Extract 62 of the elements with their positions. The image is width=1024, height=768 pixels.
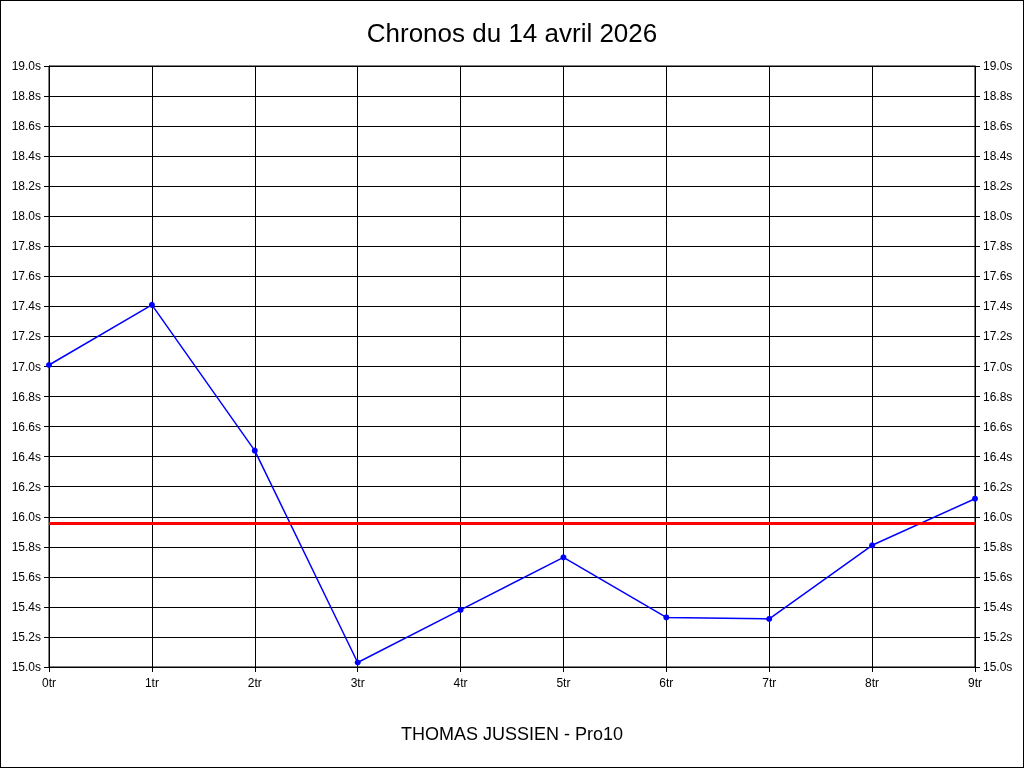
x-tick-label: 6tr xyxy=(659,676,674,690)
y-tick-label: 16.8s xyxy=(11,389,41,404)
point xyxy=(148,301,155,308)
y-tick-label: 16.2s xyxy=(11,479,41,494)
x-tick-label: 0tr xyxy=(41,676,57,690)
y2-tick-label: 19.0s xyxy=(983,59,1013,73)
y2-tick-label: 18.8s xyxy=(983,89,1013,104)
y-tick-label: 18.8s xyxy=(11,89,41,104)
y-tick-label: 15.8s xyxy=(11,539,41,554)
y2-tick-label: 15.2s xyxy=(983,629,1013,644)
y2-tick-label: 17.6s xyxy=(983,269,1013,284)
y2-tick-label: 18.2s xyxy=(983,179,1013,194)
point xyxy=(457,606,464,613)
y-tick-label: 16.4s xyxy=(11,449,41,464)
y-tick-label: 17.6s xyxy=(11,269,41,284)
y-tick-label: 17.8s xyxy=(11,239,41,254)
x-tick-label: 1tr xyxy=(144,676,159,690)
y-tick-label: 15.6s xyxy=(11,569,41,584)
y2-tick-label: 15.6s xyxy=(983,569,1013,584)
point xyxy=(766,615,773,622)
y-tick-label: 18.2s xyxy=(11,179,41,194)
point xyxy=(251,447,258,454)
y2-tick-label: 18.6s xyxy=(983,119,1013,134)
y2-tick-label: 16.8s xyxy=(983,389,1013,404)
x-tick-label: 7tr xyxy=(762,676,777,690)
y-tick-label: 18.0s xyxy=(11,209,41,224)
y2-tick-label: 17.8s xyxy=(983,239,1013,254)
y2-tick-label: 18.0s xyxy=(983,209,1013,224)
x-tick-label: 2tr xyxy=(247,676,262,690)
y2-tick-label: 16.6s xyxy=(983,419,1013,434)
y2-tick-label: 15.8s xyxy=(983,539,1013,554)
point xyxy=(560,554,567,561)
x-tick-label: 4tr xyxy=(453,676,468,690)
y-tick-label: 17.0s xyxy=(11,359,41,374)
y2-tick-label: 17.4s xyxy=(983,299,1013,314)
x-tick-label: 5tr xyxy=(556,676,571,690)
text: THOMAS JUSSIEN - Pro10 xyxy=(400,724,624,744)
y2-tick-label: 18.4s xyxy=(983,149,1013,164)
y2-tick-label: 16.4s xyxy=(983,449,1013,464)
chart-title: Chronos du 14 avril 2026 xyxy=(366,18,658,48)
x-tick-label: 9tr xyxy=(967,676,983,690)
y2-tick-label: 15.4s xyxy=(983,599,1013,614)
y2-tick-label: 16.0s xyxy=(983,509,1013,524)
y2-tick-label: 15.0s xyxy=(983,660,1013,674)
y-tick-label: 16.6s xyxy=(11,419,41,434)
y-tick-label: 15.4s xyxy=(11,599,41,614)
y2-tick-label: 17.0s xyxy=(983,359,1013,374)
y-tick-label: 15.2s xyxy=(11,629,41,644)
y-tick-label: 15.0s xyxy=(11,660,41,674)
y2-tick-label: 17.2s xyxy=(983,329,1013,344)
y-tick-label: 17.4s xyxy=(11,299,41,314)
y-tick-label: 19.0s xyxy=(11,59,41,73)
x-tick-label: 8tr xyxy=(865,676,880,690)
y-tick-label: 18.6s xyxy=(11,119,41,134)
x-tick-label: 3tr xyxy=(350,676,365,690)
y-tick-label: 16.0s xyxy=(11,509,41,524)
point xyxy=(972,495,978,502)
y2-tick-label: 16.2s xyxy=(983,479,1013,494)
y-tick-label: 18.4s xyxy=(11,149,41,164)
point xyxy=(869,542,876,549)
point xyxy=(663,614,670,621)
y-tick-label: 17.2s xyxy=(11,329,41,344)
